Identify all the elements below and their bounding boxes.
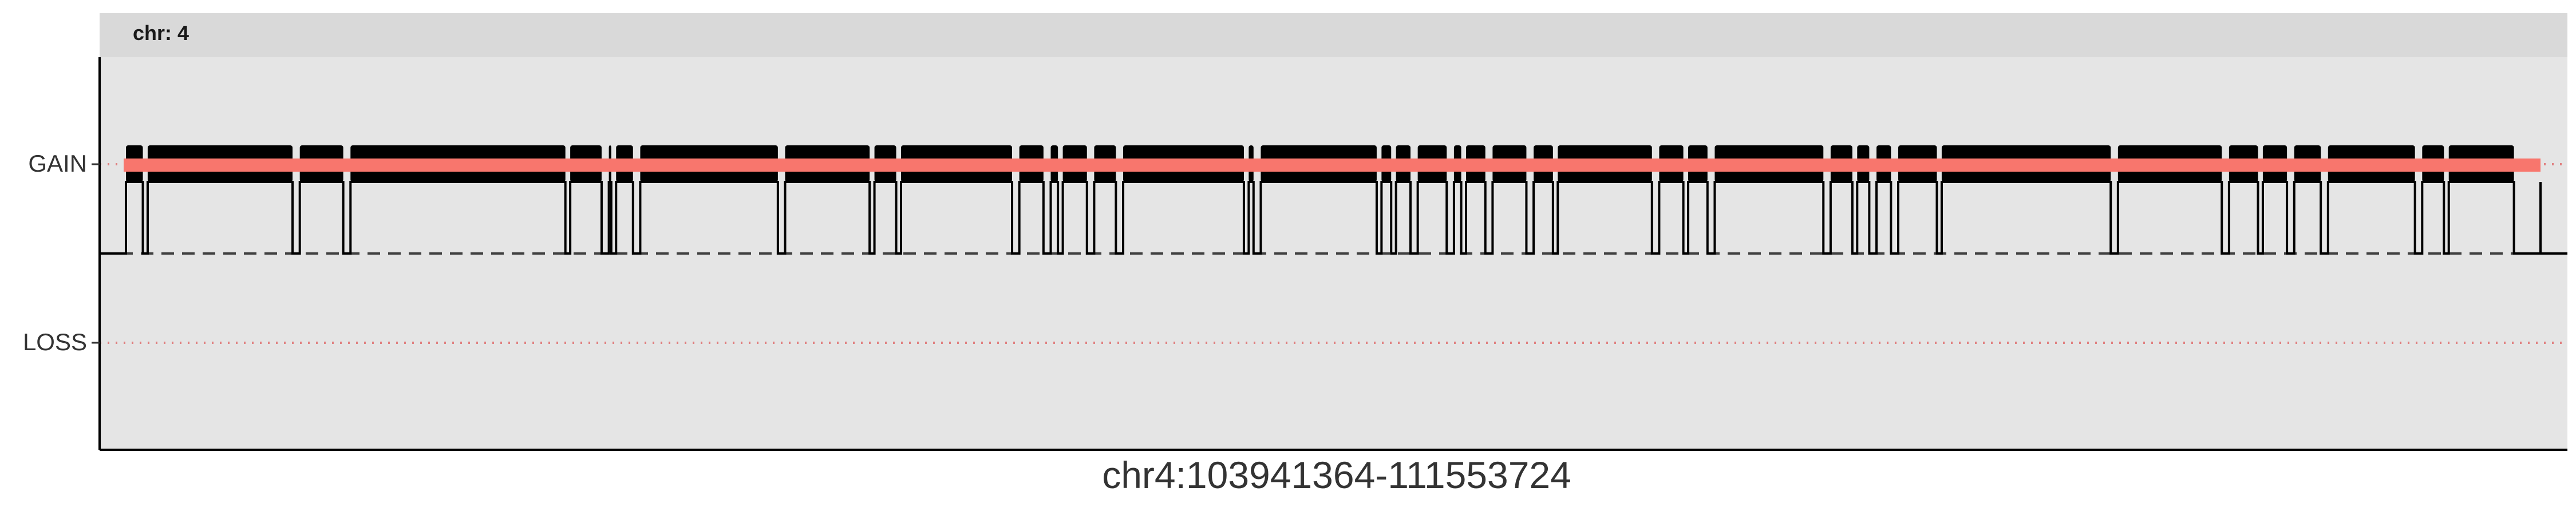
plot-panel (100, 57, 2567, 450)
facet-label: chr: 4 (133, 21, 189, 45)
x-axis-title: chr4:103941364-111553724 (1102, 454, 1571, 496)
y-tick-label-gain: GAIN (28, 150, 87, 177)
step-trace (100, 181, 2567, 255)
y-tick-label-loss: LOSS (23, 328, 87, 355)
facet-strip (100, 13, 2567, 57)
gain-highlight-band (124, 159, 2541, 172)
